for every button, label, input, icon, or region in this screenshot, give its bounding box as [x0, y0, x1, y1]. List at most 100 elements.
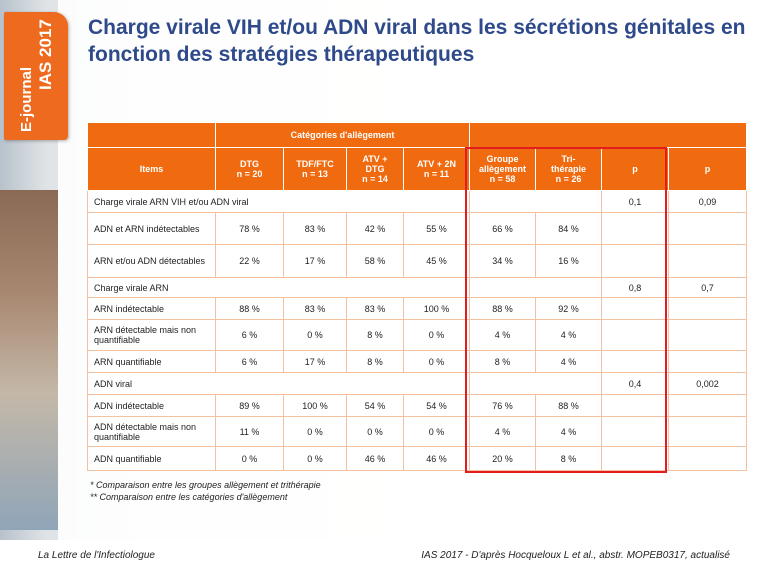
cell: 83 %	[346, 297, 404, 320]
cell	[668, 416, 747, 447]
cell: 78 %	[215, 212, 284, 245]
cell	[601, 416, 669, 447]
cell: 54 %	[403, 394, 470, 417]
cell: 20 %	[469, 446, 536, 471]
row-label: ADN viral	[87, 372, 470, 395]
cell: 4 %	[469, 416, 536, 447]
cell	[469, 190, 602, 213]
cell: 76 %	[469, 394, 536, 417]
row-label: ARN détectable mais non quantifiable	[87, 319, 216, 351]
column-header: ATV + 2N n = 11	[403, 147, 470, 191]
cell: 0 %	[215, 446, 284, 471]
cell: 16 %	[535, 244, 602, 278]
cell: 17 %	[283, 350, 347, 373]
results-table: Catégories d'allègement Items DTG n = 20 T…	[87, 122, 747, 471]
page-title: Charge virale VIH et/ou ADN viral dans l…	[88, 16, 746, 66]
row-label: ARN et/ou ADN détectables	[87, 244, 216, 278]
ejournal-badge: E-journal IAS 2017	[4, 12, 68, 140]
column-header: TDF/FTC n = 13	[283, 147, 347, 191]
row-label: ADN et ARN indétectables	[87, 212, 216, 245]
cell: 45 %	[403, 244, 470, 278]
cell: 4 %	[535, 319, 602, 351]
cell: 0,4	[601, 372, 669, 395]
cell: 58 %	[346, 244, 404, 278]
cell	[601, 446, 669, 471]
cell: 42 %	[346, 212, 404, 245]
table-row: ARN et/ou ADN détectables 22 % 17 % 58 % 45 …	[87, 244, 747, 278]
column-header: DTG n = 20	[215, 147, 284, 191]
table-row: ARN quantifiable 6 % 17 % 8 % 0 % 8 % 4 %	[87, 350, 747, 373]
table-row: ARN indétectable 88 % 83 % 83 % 100 % 88 % 92 …	[87, 297, 747, 320]
cell	[469, 372, 602, 395]
table-row: ADN quantifiable 0 % 0 % 46 % 46 % 20 % 8 %	[87, 446, 747, 471]
cell	[601, 319, 669, 351]
cell	[601, 350, 669, 373]
cell: 88 %	[469, 297, 536, 320]
cell: 46 %	[403, 446, 470, 471]
cell: 0 %	[346, 416, 404, 447]
cell	[601, 212, 669, 245]
cell: 83 %	[283, 212, 347, 245]
column-header: p	[601, 147, 669, 191]
cell	[668, 297, 747, 320]
group-header: Catégories d'allègement	[215, 122, 470, 148]
cell: 54 %	[346, 394, 404, 417]
column-header: Tri- thérapie n = 26	[535, 147, 602, 191]
cell: 11 %	[215, 416, 284, 447]
cell: 8 %	[346, 350, 404, 373]
cell: 0 %	[403, 319, 470, 351]
cell: 88 %	[215, 297, 284, 320]
cell: 8 %	[535, 446, 602, 471]
footer-journal: La Lettre de l'Infectiologue	[38, 550, 155, 561]
cell: 0,8	[601, 277, 669, 298]
row-label: ARN indétectable	[87, 297, 216, 320]
cell: 46 %	[346, 446, 404, 471]
cell: 100 %	[283, 394, 347, 417]
cell	[668, 394, 747, 417]
footer-source: IAS 2017 - D'après Hocqueloux L et al., …	[421, 550, 730, 561]
cell: 83 %	[283, 297, 347, 320]
row-label: Charge virale ARN	[87, 277, 470, 298]
row-label: ADN détectable mais non quantifiable	[87, 416, 216, 447]
cell: 0 %	[283, 319, 347, 351]
footnote-2: ** Comparaison entre les catégories d'al…	[90, 492, 288, 502]
column-header: p	[668, 147, 747, 191]
row-label: Charge virale ARN VIH et/ou ADN viral	[87, 190, 470, 213]
header-blank	[87, 122, 216, 148]
cell: 8 %	[469, 350, 536, 373]
header-blank-right	[469, 122, 747, 148]
cell: 66 %	[469, 212, 536, 245]
cell: 4 %	[535, 416, 602, 447]
cell	[469, 277, 602, 298]
column-header: Groupe allègement n = 58	[469, 147, 536, 191]
cell: 84 %	[535, 212, 602, 245]
footnote-1: * Comparaison entre les groupes allègeme…	[90, 480, 321, 490]
cell: 100 %	[403, 297, 470, 320]
cell: 0,002	[668, 372, 747, 395]
background-photo	[0, 190, 58, 530]
table-row: ADN et ARN indétectables 78 % 83 % 42 % 55 %…	[87, 212, 747, 245]
cell	[601, 297, 669, 320]
section-row: ADN viral 0,4 0,002	[87, 372, 747, 395]
cell: 6 %	[215, 319, 284, 351]
cell: 92 %	[535, 297, 602, 320]
cell: 88 %	[535, 394, 602, 417]
table-row: ADN détectable mais non quantifiable 11 %…	[87, 416, 747, 447]
cell: 4 %	[535, 350, 602, 373]
cell	[668, 244, 747, 278]
row-label: ADN quantifiable	[87, 446, 216, 471]
cell: 0,09	[668, 190, 747, 213]
cell	[668, 446, 747, 471]
cell: 0,1	[601, 190, 669, 213]
cell: 0 %	[403, 350, 470, 373]
cell: 0 %	[283, 446, 347, 471]
cell	[601, 394, 669, 417]
badge-ejournal: E-journal	[18, 66, 35, 132]
badge-ias: IAS 2017	[36, 19, 55, 90]
cell: 4 %	[469, 319, 536, 351]
table-row: ADN indétectable 89 % 100 % 54 % 54 % 76 % 88 …	[87, 394, 747, 417]
cell	[601, 244, 669, 278]
cell: 0 %	[403, 416, 470, 447]
section-row: Charge virale ARN 0,8 0,7	[87, 277, 747, 298]
column-header: ATV + DTG n = 14	[346, 147, 404, 191]
